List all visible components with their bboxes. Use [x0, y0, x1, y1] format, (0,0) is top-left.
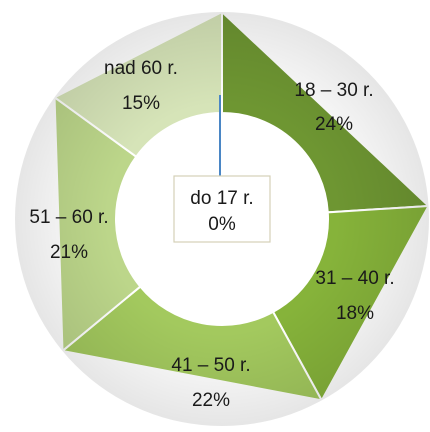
- callout-frame: [173, 175, 271, 243]
- segment-category-label: 51 – 60 r.: [29, 207, 108, 228]
- segment-value-label: 15%: [122, 93, 160, 114]
- segment-value-label: 21%: [50, 242, 88, 263]
- callout-value-label: 0%: [208, 214, 236, 235]
- segment-category-label: nad 60 r.: [104, 58, 178, 79]
- segment-category-label: 31 – 40 r.: [315, 268, 394, 289]
- callout-category-label: do 17 r.: [190, 188, 253, 209]
- segment-category-label: 41 – 50 r.: [171, 355, 250, 376]
- segment-labels: 18 – 30 r. 24% 31 – 40 r. 18% 41 – 50 r. 22% 5…: [29, 58, 394, 411]
- segment-value-label: 22%: [192, 390, 230, 411]
- segment-category-label: 18 – 30 r.: [294, 80, 373, 101]
- callout-box: do 17 r. 0%: [173, 95, 271, 243]
- segment-value-label: 24%: [315, 114, 353, 135]
- segment-value-label: 18%: [336, 303, 374, 324]
